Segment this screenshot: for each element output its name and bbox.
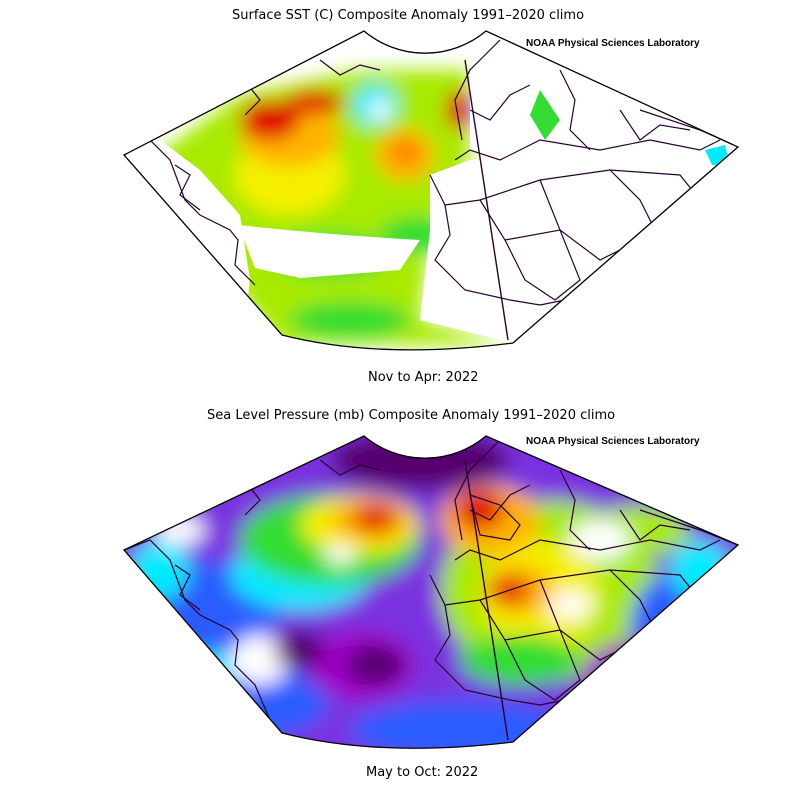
slp-anomaly-map <box>122 435 740 749</box>
sst-period-label: Nov to Apr: 2022 <box>368 370 479 385</box>
sst-map-frame <box>122 30 740 351</box>
slp-period-label: May to Oct: 2022 <box>366 765 479 780</box>
slp-map-frame <box>122 435 740 749</box>
slp-panel-credit: NOAA Physical Sciences Laboratory <box>526 436 700 447</box>
sst-anomaly-map <box>122 30 740 351</box>
sst-panel-credit: NOAA Physical Sciences Laboratory <box>526 38 700 49</box>
slp-panel-title: Sea Level Pressure (mb) Composite Anomal… <box>207 408 616 423</box>
sst-panel-title: Surface SST (C) Composite Anomaly 1991–2… <box>232 8 585 23</box>
slp-anomaly-field <box>124 436 738 749</box>
